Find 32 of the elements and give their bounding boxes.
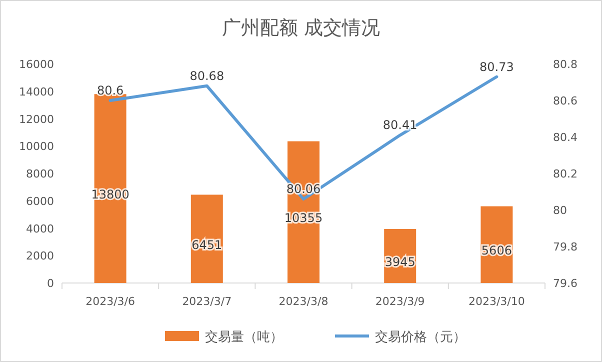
y2-tick-label: 80.8 <box>553 58 578 71</box>
y-tick-label: 2000 <box>26 250 54 263</box>
y-tick-label: 8000 <box>26 168 54 180</box>
y-tick-label: 4000 <box>26 222 54 236</box>
y2-tick-label: 80.2 <box>553 168 578 180</box>
y-tick-label: 14000 <box>19 85 54 98</box>
legend-label: 交易量（吨） <box>205 329 283 345</box>
x-tick-label: 2023/3/8 <box>278 295 328 308</box>
y-tick-label: 6000 <box>26 194 54 208</box>
x-tick-label: 2023/3/10 <box>468 295 525 308</box>
data-label: 5606 <box>481 244 512 258</box>
data-label: 80.68 <box>190 68 224 83</box>
data-label: 3945 <box>384 255 416 269</box>
x-tick-label: 2023/3/7 <box>182 295 232 308</box>
y-tick-label: 12000 <box>19 112 54 126</box>
y2-tick-label: 79.8 <box>553 240 578 254</box>
x-tick-label: 2023/3/6 <box>86 295 136 308</box>
data-label: 80.41 <box>382 118 418 132</box>
y-tick-label: 16000 <box>19 58 54 71</box>
bar <box>94 94 126 283</box>
y2-tick-label: 80.6 <box>553 94 578 108</box>
chart-title: 广州配额 成交情况 <box>222 17 380 39</box>
y-tick-label: 0 <box>47 277 54 290</box>
legend-label: 交易价格（元） <box>375 329 466 345</box>
data-label: 80.6 <box>96 84 124 98</box>
data-label: 80.73 <box>480 60 514 74</box>
y2-tick-label: 80 <box>553 204 567 217</box>
data-label: 6451 <box>192 238 222 252</box>
y2-tick-label: 80.4 <box>553 131 578 144</box>
y2-tick-label: 79.6 <box>553 277 578 290</box>
x-tick-label: 2023/3/9 <box>375 295 425 308</box>
y-tick-label: 10000 <box>19 140 54 154</box>
